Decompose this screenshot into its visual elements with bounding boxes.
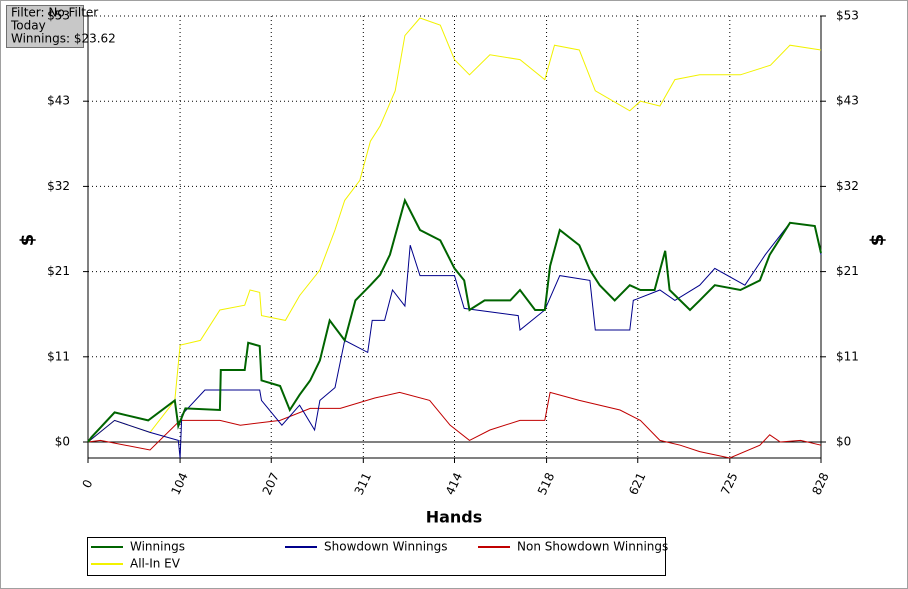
series-line xyxy=(87,197,822,443)
y-tick-label: $43 xyxy=(47,94,70,108)
legend-label: Showdown Winnings xyxy=(324,540,448,554)
x-axis-label: Hands xyxy=(426,508,483,527)
y-tick-label: $32 xyxy=(47,179,70,193)
legend-label: Non Showdown Winnings xyxy=(517,540,668,554)
legend xyxy=(87,537,666,576)
filter-text: Filter: No Filter xyxy=(11,6,98,20)
y2-tick-label: $21 xyxy=(836,264,859,278)
y2-tick-label: $32 xyxy=(836,179,859,193)
series-line xyxy=(87,17,822,443)
series-line xyxy=(87,391,822,459)
y-tick-label: $53 xyxy=(47,9,70,23)
y-tick-label: $0 xyxy=(55,435,70,449)
y-axis-label: $ xyxy=(17,234,38,247)
y2-tick-label: $53 xyxy=(836,9,859,23)
legend-label: Winnings xyxy=(130,540,185,554)
y2-tick-label: $11 xyxy=(836,349,859,363)
y-tick-label: $21 xyxy=(47,264,70,278)
series-line xyxy=(87,222,822,459)
y2-tick-label: $43 xyxy=(836,94,859,108)
filter-box xyxy=(6,5,84,48)
y-tick-label: $11 xyxy=(47,349,70,363)
y2-tick-label: $0 xyxy=(836,435,851,449)
filter-text: Winnings: $23.62 xyxy=(11,32,116,46)
legend-label: All-In EV xyxy=(130,557,181,571)
y2-axis-label: $ xyxy=(867,234,888,247)
filter-text: Today xyxy=(10,19,46,33)
